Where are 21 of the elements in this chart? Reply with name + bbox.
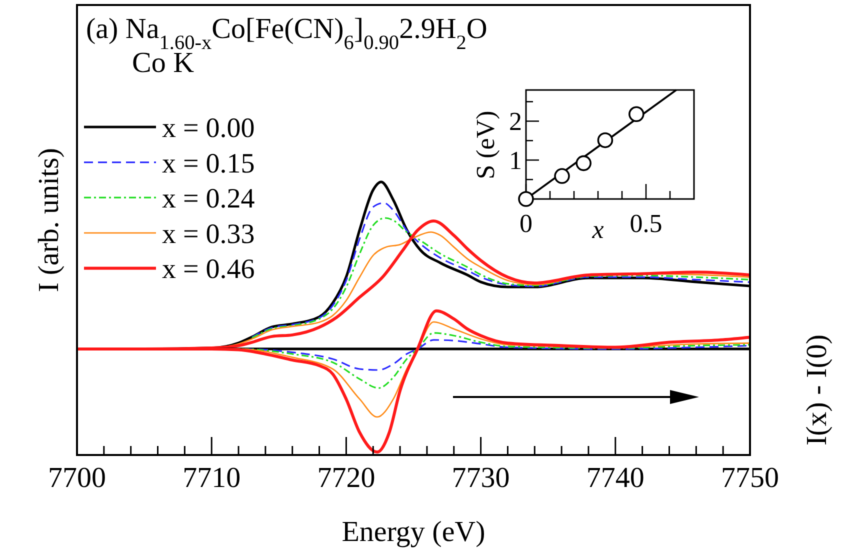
y2-axis-title: I(x) - I(0) — [801, 334, 833, 446]
x-tick-label: 0.5 — [630, 209, 662, 238]
chart-title: (a) Na$_{1.60-x}$Co[Fe(CN)$_{6}$]$_{0.90}$2.9H$_{2}$O — [86, 13, 488, 54]
legend-label: x = 0.15 — [162, 148, 255, 180]
y-tick-label: 1 — [509, 146, 522, 176]
x-tick-label: 7700 — [48, 462, 106, 494]
legend-label: x = 0.33 — [162, 218, 255, 250]
x-axis-title: Energy (eV) — [342, 516, 486, 548]
x-tick-label: 7720 — [317, 462, 376, 494]
x-tick-label: 0 — [520, 209, 532, 238]
x-tick-label: 7750 — [721, 462, 779, 494]
x-tick-label: 7710 — [182, 462, 241, 494]
x-tick-label: 7730 — [452, 462, 510, 494]
y-tick-label: 2 — [509, 107, 522, 136]
y-axis-title: I (arb. units) — [33, 148, 65, 292]
legend-label: x = 0.24 — [162, 184, 255, 215]
legend-label: x = 0.46 — [162, 254, 255, 286]
x-tick-label: 7740 — [586, 462, 644, 494]
legend-label: x = 0.00 — [162, 113, 255, 144]
x-axis-title: x — [591, 215, 604, 244]
y-axis-title: S (eV) — [471, 110, 500, 180]
